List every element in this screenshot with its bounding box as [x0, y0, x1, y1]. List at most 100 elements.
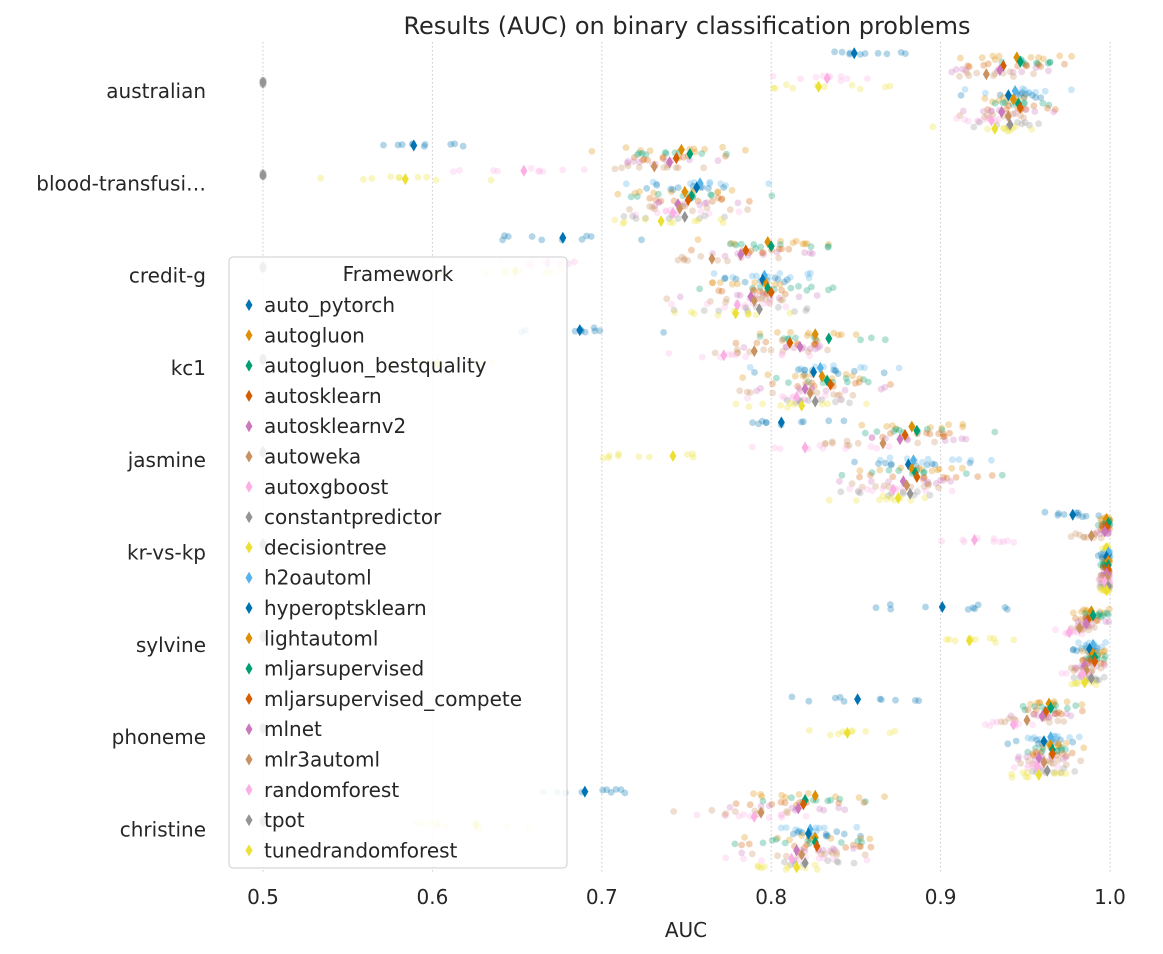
run-dot	[758, 249, 766, 257]
run-dot	[862, 728, 870, 735]
run-dot	[888, 460, 895, 468]
run-dot	[831, 694, 839, 702]
run-dot	[945, 421, 952, 429]
mean-marker	[889, 483, 897, 496]
run-dot	[784, 863, 791, 871]
run-dot	[856, 467, 864, 475]
run-dot	[749, 286, 757, 294]
run-dot	[630, 154, 638, 161]
run-dot	[1017, 112, 1024, 119]
run-dot	[759, 291, 767, 299]
run-dot	[814, 866, 821, 873]
run-dot	[740, 303, 748, 311]
run-dot	[867, 478, 875, 485]
run-dot	[735, 208, 743, 216]
run-dot	[733, 291, 741, 299]
run-dot	[751, 279, 759, 287]
run-dot	[635, 149, 643, 157]
run-dot	[920, 483, 928, 490]
run-dot	[881, 383, 889, 391]
mean-marker	[777, 416, 785, 429]
run-dot	[813, 389, 821, 396]
run-dot	[768, 192, 776, 200]
run-dot	[914, 488, 921, 496]
run-dot	[776, 281, 784, 288]
run-dot	[1095, 512, 1103, 519]
run-dot	[837, 73, 845, 80]
run-dot	[714, 189, 722, 197]
run-dot	[432, 176, 440, 184]
run-dot	[761, 863, 768, 870]
run-dot	[867, 334, 875, 342]
legend-marker	[245, 511, 253, 524]
run-dot	[899, 488, 907, 496]
run-dot	[820, 824, 828, 832]
run-dot	[1035, 120, 1042, 128]
run-dot	[1097, 613, 1105, 621]
run-dot	[1052, 735, 1060, 743]
run-dot	[672, 164, 680, 172]
run-dot	[801, 366, 809, 374]
run-dot	[842, 375, 850, 382]
run-dot	[825, 496, 833, 504]
run-dot	[925, 481, 932, 489]
run-dot	[735, 812, 743, 820]
run-dot	[778, 286, 785, 294]
mean-marker	[843, 726, 851, 739]
run-dot	[690, 310, 698, 318]
run-dot	[414, 173, 422, 181]
run-dot	[642, 151, 650, 159]
run-dot	[777, 798, 785, 806]
run-dot	[1097, 515, 1105, 523]
run-dot	[778, 350, 786, 358]
run-dot	[995, 115, 1002, 123]
run-dot	[714, 157, 722, 165]
run-dot	[940, 474, 947, 481]
run-dot	[860, 376, 867, 383]
run-dot	[781, 278, 788, 286]
run-dot	[1024, 706, 1032, 714]
run-dot	[714, 257, 721, 264]
run-dot	[991, 70, 999, 78]
run-dot	[786, 274, 794, 281]
run-dot	[670, 808, 678, 815]
run-dot	[1012, 737, 1020, 745]
run-dot	[676, 293, 684, 301]
run-dot	[1050, 760, 1057, 768]
run-dot	[708, 806, 716, 814]
run-dot	[1020, 114, 1028, 122]
run-dot	[776, 445, 784, 453]
run-dot	[849, 391, 857, 399]
legend-label: autosklearn	[264, 384, 382, 408]
run-dot	[706, 178, 714, 186]
run-dot	[1083, 607, 1091, 615]
run-dot	[990, 72, 997, 80]
run-dot	[795, 293, 803, 301]
run-dot	[746, 364, 754, 371]
run-dot	[627, 193, 635, 201]
run-dot	[754, 863, 762, 871]
run-dot	[738, 841, 745, 849]
run-dot	[1100, 660, 1108, 667]
run-dot	[659, 155, 667, 162]
run-dot	[766, 299, 774, 307]
run-dot	[1030, 710, 1038, 718]
run-dot	[1003, 127, 1011, 135]
run-dot	[920, 469, 927, 477]
run-dot	[1030, 102, 1038, 110]
run-dot	[1030, 70, 1037, 78]
run-dot	[803, 841, 811, 848]
run-dot	[821, 392, 829, 400]
run-dot	[779, 347, 787, 355]
run-dot	[748, 850, 756, 858]
run-dot	[959, 536, 967, 544]
run-dot	[732, 400, 740, 408]
run-dot	[1007, 712, 1015, 720]
run-dot	[743, 388, 751, 396]
run-dot	[966, 459, 974, 467]
run-dot	[1027, 54, 1035, 61]
mean-marker	[903, 479, 911, 492]
run-dot	[1075, 733, 1083, 741]
run-dot	[1067, 664, 1075, 672]
run-dot	[835, 859, 842, 866]
